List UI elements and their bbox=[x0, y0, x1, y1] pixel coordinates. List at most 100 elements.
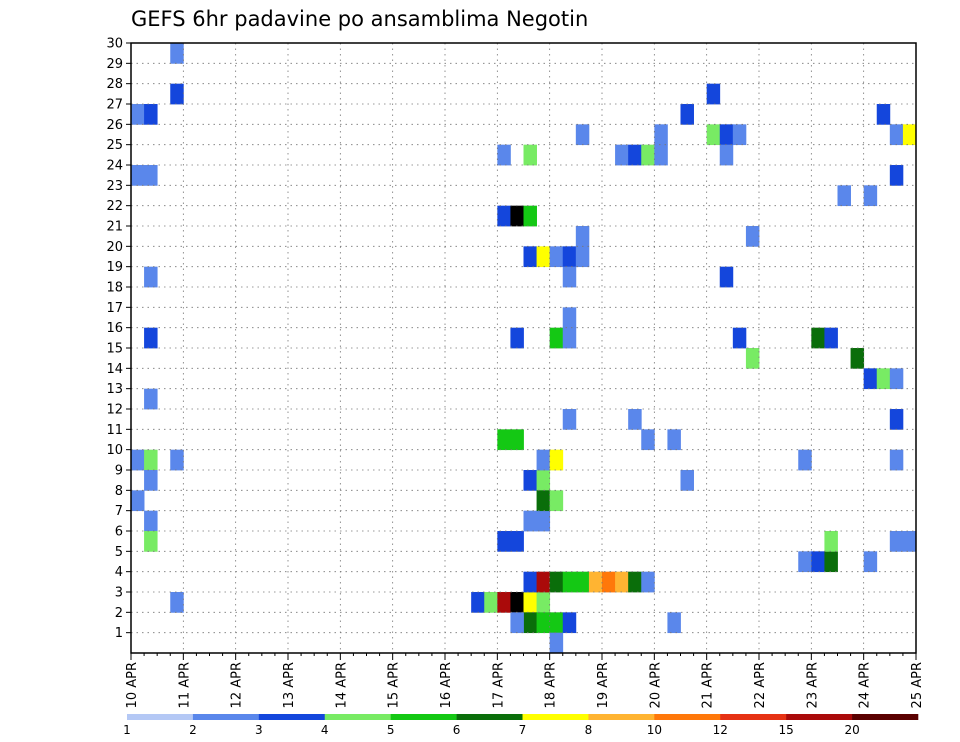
x-axis: 10 APR 11 APR 12 APR 13 APR 14 APR 15 APR 16 A… bbox=[125, 653, 925, 708]
heatmap-cell bbox=[536, 449, 551, 471]
y-tick-label: 24 bbox=[106, 159, 123, 174]
heatmap-cell bbox=[863, 368, 878, 390]
heatmap-cell bbox=[732, 327, 747, 349]
y-tick-label: 27 bbox=[106, 98, 123, 113]
colorbar-segment bbox=[390, 714, 457, 720]
heatmap-cell bbox=[536, 571, 551, 593]
heatmap-cell bbox=[889, 449, 904, 471]
heatmap-cell bbox=[562, 612, 577, 634]
heatmap-cell bbox=[144, 104, 158, 125]
heatmap-cell bbox=[615, 571, 629, 593]
heatmap-cell bbox=[536, 470, 551, 491]
colorbar: 1 2 3 4 5 6 7 8 10 12 15 20 bbox=[123, 714, 919, 737]
heatmap-cell bbox=[602, 571, 616, 593]
heatmap-cell bbox=[745, 348, 760, 369]
heatmap-cell bbox=[902, 124, 917, 146]
colorbar-segment bbox=[192, 714, 260, 720]
heatmap-cell bbox=[562, 307, 577, 329]
heatmap-cell bbox=[575, 571, 590, 593]
y-tick-label: 30 bbox=[106, 37, 123, 52]
y-tick-label: 6 bbox=[115, 525, 123, 540]
y-tick-label: 15 bbox=[106, 342, 123, 357]
heatmap-cell bbox=[549, 490, 564, 512]
heatmap-cell bbox=[615, 144, 629, 166]
heatmap-cell bbox=[562, 246, 577, 268]
colorbar-segment bbox=[522, 714, 589, 720]
colorbar-label: 20 bbox=[844, 723, 859, 737]
heatmap-cell bbox=[170, 449, 184, 471]
heatmap-cell bbox=[680, 104, 694, 125]
heatmap-cell bbox=[510, 429, 524, 451]
colorbar-segment bbox=[258, 714, 326, 720]
heatmap-cell bbox=[497, 531, 511, 552]
heatmap-cell bbox=[497, 144, 511, 166]
heatmap-cell bbox=[131, 104, 145, 125]
heatmap-cell bbox=[549, 246, 564, 268]
heatmap-cell bbox=[144, 327, 158, 349]
x-tick-label: 19 APR bbox=[596, 662, 611, 708]
heatmap-cell bbox=[719, 144, 734, 166]
heatmap-cell bbox=[497, 429, 511, 451]
x-tick-label: 22 APR bbox=[753, 662, 768, 708]
heatmap-cell bbox=[549, 571, 564, 593]
heatmap-cell bbox=[523, 510, 537, 532]
heatmap-cell bbox=[510, 531, 524, 552]
y-tick-label: 11 bbox=[106, 423, 123, 438]
heatmap-cell bbox=[144, 510, 158, 532]
y-tick-label: 10 bbox=[106, 443, 123, 458]
heatmap-cell bbox=[732, 124, 747, 146]
heatmap-cell bbox=[628, 144, 642, 166]
colorbar-label: 4 bbox=[321, 723, 329, 737]
x-tick-label: 10 APR bbox=[125, 662, 140, 708]
x-tick-label: 14 APR bbox=[334, 662, 349, 708]
heatmap-cell bbox=[536, 246, 551, 268]
heatmap-cell bbox=[575, 246, 590, 268]
colorbar-label: 7 bbox=[519, 723, 527, 737]
heatmap-cell bbox=[706, 124, 721, 146]
y-tick-label: 1 bbox=[115, 626, 123, 641]
colorbar-segment bbox=[654, 714, 721, 720]
heatmap-cell bbox=[667, 429, 681, 451]
heatmap-cell bbox=[144, 388, 158, 410]
heatmap-cell bbox=[902, 531, 917, 552]
heatmap-cell bbox=[588, 571, 603, 593]
colorbar-label: 10 bbox=[647, 723, 662, 737]
x-tick-label: 13 APR bbox=[282, 662, 297, 708]
heatmap-cell bbox=[824, 531, 838, 552]
y-tick-label: 2 bbox=[115, 606, 123, 621]
y-tick-label: 13 bbox=[106, 382, 123, 397]
heatmap-cell bbox=[562, 327, 577, 349]
heatmap-cell bbox=[471, 592, 485, 613]
y-tick-label: 7 bbox=[115, 504, 123, 519]
heatmap-cell bbox=[497, 205, 511, 227]
heatmap-cell bbox=[889, 368, 904, 390]
heatmap-cell bbox=[144, 165, 158, 186]
heatmap-cell bbox=[889, 531, 904, 552]
heatmap-cell bbox=[811, 327, 825, 349]
heatmap-cell bbox=[680, 470, 694, 491]
x-tick-label: 18 APR bbox=[544, 662, 559, 708]
chart-title: GEFS 6hr padavine po ansamblima Negotin bbox=[131, 7, 588, 31]
heatmap-cells bbox=[131, 43, 917, 654]
heatmap-cell bbox=[798, 551, 812, 573]
y-tick-label: 5 bbox=[115, 545, 123, 560]
x-tick-label: 23 APR bbox=[805, 662, 820, 708]
x-tick-label: 16 APR bbox=[439, 662, 454, 708]
heatmap-cell bbox=[837, 185, 851, 207]
heatmap-cell bbox=[889, 124, 904, 146]
colorbar-label: 8 bbox=[585, 723, 593, 737]
y-tick-label: 20 bbox=[106, 240, 123, 255]
heatmap-cell bbox=[497, 592, 511, 613]
y-tick-label: 25 bbox=[106, 138, 123, 153]
heatmap-cell bbox=[654, 144, 668, 166]
heatmap-cell bbox=[641, 571, 655, 593]
heatmap-cell bbox=[144, 531, 158, 552]
heatmap-cell bbox=[628, 409, 642, 430]
heatmap-cell bbox=[549, 327, 564, 349]
heatmap-cell bbox=[536, 592, 551, 613]
colorbar-segment bbox=[852, 714, 919, 720]
colorbar-label: 5 bbox=[387, 723, 395, 737]
heatmap-cell bbox=[549, 632, 564, 654]
heatmap-cell bbox=[523, 205, 537, 227]
heatmap-cell bbox=[131, 165, 145, 186]
